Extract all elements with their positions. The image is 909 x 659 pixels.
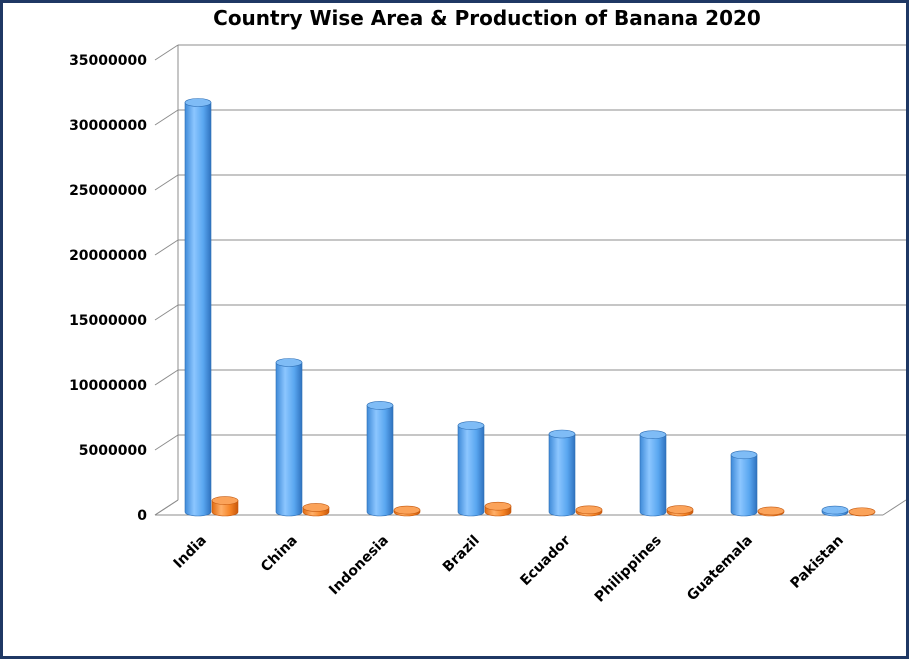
x-tick-label: India — [171, 533, 210, 572]
bar-body — [639, 434, 667, 517]
bar-ecuador-series-1 — [548, 429, 576, 517]
bar-top — [457, 421, 485, 430]
x-tick-label: Pakistan — [788, 533, 847, 592]
bar-top — [575, 505, 603, 515]
bar-body — [548, 433, 576, 517]
bar-body — [275, 362, 303, 517]
y-tick-label: 20000000 — [69, 248, 147, 264]
bar-pakistan-series-2 — [848, 507, 876, 517]
bar-india-series-2 — [211, 496, 239, 517]
bars — [184, 98, 876, 517]
bar-philippines-series-1 — [639, 430, 667, 517]
bar-top — [275, 358, 303, 367]
gridline-side — [154, 499, 179, 516]
bar-indonesia-series-1 — [366, 401, 394, 517]
bar-top — [302, 503, 330, 512]
y-tick-label: 5000000 — [79, 443, 147, 459]
bar-body — [184, 102, 212, 517]
bar-guatemala-series-1 — [730, 450, 758, 517]
gridline-side — [154, 434, 179, 451]
bar-brazil-series-2 — [484, 501, 512, 517]
bar-guatemala-series-2 — [757, 506, 785, 517]
bar-top — [211, 496, 239, 505]
gridline-side — [154, 369, 179, 386]
bar-top — [393, 505, 421, 515]
x-tick-label: Brazil — [440, 533, 483, 576]
grid — [154, 44, 907, 516]
y-tick-label: 0 — [137, 508, 147, 524]
gridline-side — [154, 239, 179, 256]
x-axis-ticks: India China Indonesia Brazil Ecuador Philippi… — [171, 532, 847, 605]
bar-top — [757, 506, 785, 516]
floor-right-edge — [882, 499, 907, 516]
bar-india-series-1 — [184, 98, 212, 517]
y-tick-label: 35000000 — [69, 53, 147, 69]
bar-top — [548, 429, 576, 439]
x-tick-label: Ecuador — [517, 532, 574, 589]
bar-top — [366, 401, 394, 410]
bar-pakistan-series-1 — [821, 505, 849, 517]
y-tick-label: 25000000 — [69, 183, 147, 199]
bar-top — [184, 98, 212, 107]
bar-top — [848, 507, 876, 517]
bar-ecuador-series-2 — [575, 505, 603, 517]
bar-body — [366, 405, 394, 517]
y-axis-ticks: 0 5000000 10000000 15000000 20000000 25000000… — [69, 53, 147, 524]
gridline-side — [154, 44, 179, 61]
bar-top — [821, 505, 849, 515]
gridline-side — [154, 109, 179, 126]
bar-body — [211, 500, 239, 517]
gridline-side — [154, 174, 179, 191]
bar-brazil-series-1 — [457, 421, 485, 517]
bar-top — [639, 430, 667, 439]
y-tick-label: 10000000 — [69, 378, 147, 394]
bar-body — [457, 425, 485, 517]
bar-indonesia-series-2 — [393, 505, 421, 517]
y-tick-label: 15000000 — [69, 313, 147, 329]
x-tick-label: Philippines — [592, 533, 665, 606]
bar-top — [484, 501, 512, 511]
gridline-side — [154, 304, 179, 321]
x-tick-label: Guatemala — [684, 533, 756, 605]
bar-top — [666, 505, 694, 514]
bar-body — [730, 454, 758, 517]
bar-philippines-series-2 — [666, 505, 694, 517]
bar-top — [730, 450, 758, 460]
chart-title: Country Wise Area & Production of Banana… — [213, 6, 761, 30]
x-tick-label: Indonesia — [326, 533, 392, 599]
y-tick-label: 30000000 — [69, 118, 147, 134]
bar-china-series-2 — [302, 503, 330, 517]
x-tick-label: China — [258, 533, 301, 576]
bar-china-series-1 — [275, 358, 303, 517]
